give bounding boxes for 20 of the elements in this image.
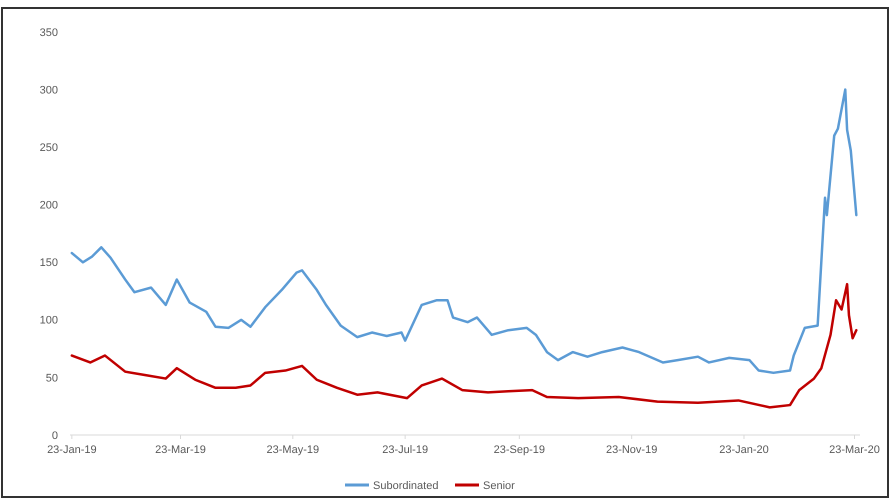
x-tick-label: 23-Mar-20 [829,444,880,456]
y-tick-label: 350 [40,26,58,39]
y-tick-label: 0 [52,430,58,442]
line-series [70,282,858,409]
y-tick-label: 150 [40,257,58,270]
y-tick-label: 100 [40,314,58,327]
y-tick-label: 250 [40,142,58,154]
y-tick-label: 300 [40,84,58,96]
y-tick-label: 50 [46,372,58,384]
legend-label: Subordinated [373,480,438,492]
x-tick-label: 23-Mar-19 [155,444,206,456]
x-tick-label: 23-Jan-19 [47,444,97,456]
x-tick-label: 23-Jan-20 [719,444,769,456]
x-tick-label: 23-Sep-19 [494,444,546,456]
y-tick-label: 200 [40,200,58,212]
x-tick-label: 23-Nov-19 [606,444,658,456]
legend-label: Senior [483,480,516,492]
x-tick-label: 23-May-19 [266,444,320,456]
line-series [70,88,858,374]
x-tick-label: 23-Jul-19 [382,444,428,456]
